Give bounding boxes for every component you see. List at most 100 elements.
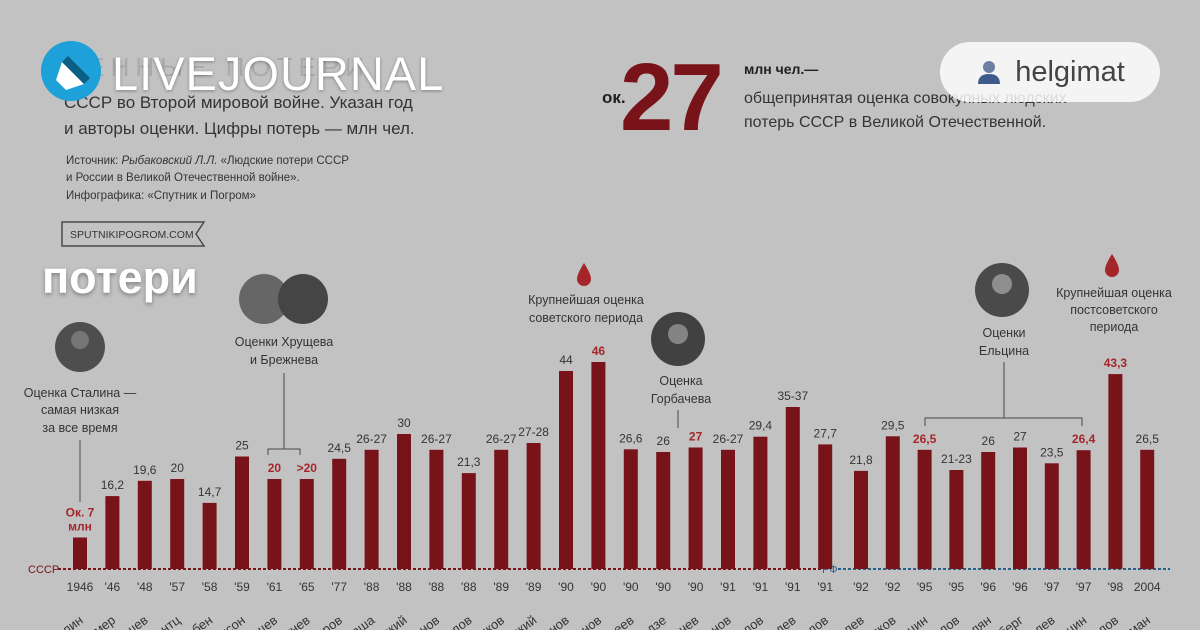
data-label: 21-23 xyxy=(941,452,972,466)
data-label: 29,4 xyxy=(749,419,773,433)
author-label: жнев xyxy=(279,612,312,630)
bar xyxy=(105,496,120,569)
soviet-max-note-2: советского периода xyxy=(529,311,643,325)
data-label: 27,7 xyxy=(814,426,838,440)
yeltsin-portrait-face xyxy=(992,274,1012,294)
author-label: абен xyxy=(183,612,215,630)
author-label: олов xyxy=(734,612,766,630)
tick-label: '88 xyxy=(461,580,477,594)
yeltsin-note-2: Ельцина xyxy=(979,344,1029,358)
bar xyxy=(688,447,703,569)
author-label: ьцин xyxy=(898,612,930,630)
data-label: 26,4 xyxy=(1072,432,1096,446)
author-label: дев xyxy=(772,612,798,630)
tick-label: '91 xyxy=(817,580,833,594)
bar xyxy=(526,443,541,569)
data-label: 20 xyxy=(171,461,185,475)
data-label: 24,5 xyxy=(328,441,352,455)
author-label: ашев xyxy=(116,612,151,630)
soviet-max-note-1: Крупнейшая оценка xyxy=(528,293,644,307)
blood-drop-icon xyxy=(577,263,591,286)
bar xyxy=(981,452,996,569)
tick-label: '90 xyxy=(688,580,704,594)
bar xyxy=(137,480,152,569)
author-label: кман xyxy=(1121,612,1153,630)
data-label: 21,8 xyxy=(849,453,873,467)
gorbachev-portrait-face xyxy=(668,324,688,344)
bar xyxy=(364,449,379,570)
tick-label: '88 xyxy=(364,580,380,594)
author-label: берг xyxy=(995,612,1025,630)
stalin-portrait-face xyxy=(71,331,89,349)
tick-label: '96 xyxy=(1012,580,1028,594)
bar xyxy=(1076,450,1091,569)
tick-label: '96 xyxy=(980,580,996,594)
big-prefix: ок. xyxy=(602,88,626,107)
author-label: алев xyxy=(835,612,867,630)
bar xyxy=(1108,374,1123,569)
data-label: 23,5 xyxy=(1040,445,1064,459)
site-name[interactable]: LIVEJOURNAL xyxy=(112,47,445,100)
bar xyxy=(623,449,638,569)
author-label: адзе xyxy=(638,612,669,630)
bar xyxy=(818,444,833,569)
stalin-note-1: Оценка Сталина — xyxy=(24,386,137,400)
bar xyxy=(1140,449,1155,570)
data-label: 26,6 xyxy=(619,431,643,445)
tick-label: '88 xyxy=(396,580,412,594)
user-icon xyxy=(978,61,1001,84)
data-label: 27-28 xyxy=(518,425,549,439)
annotation-gorbachev: Оценка Горбачева xyxy=(651,312,711,428)
data-label: 46 xyxy=(592,344,606,358)
khrushchev-note-2: и Брежнева xyxy=(250,353,318,367)
author-label: ский xyxy=(379,612,409,630)
livejournal-pencil-icon[interactable] xyxy=(40,40,102,102)
bar xyxy=(591,362,606,569)
author-label: ьцин xyxy=(1057,612,1089,630)
bar xyxy=(885,436,900,570)
subtitle-line-2: и авторы оценки. Цифры потерь — млн чел. xyxy=(64,119,415,138)
tick-label: '95 xyxy=(917,580,933,594)
tick-label: '97 xyxy=(1044,580,1060,594)
data-label: >20 xyxy=(297,461,318,475)
author-label: бачев xyxy=(664,612,701,630)
data-label: 26 xyxy=(657,434,671,448)
author-label: ксон xyxy=(217,612,248,630)
bar xyxy=(170,479,185,569)
tick-label: '90 xyxy=(655,580,671,594)
tick-label: '92 xyxy=(853,580,869,594)
ussr-axis-label: СССР xyxy=(28,564,59,576)
big-desc-line-2: потерь СССР в Великой Отечественной. xyxy=(744,114,1046,131)
author-label: яков xyxy=(868,612,899,630)
author-label: анов xyxy=(572,612,604,630)
bar xyxy=(494,449,509,570)
tick-label: '91 xyxy=(753,580,769,594)
bar xyxy=(299,479,314,569)
data-label: 26-27 xyxy=(713,432,744,446)
yeltsin-note-1: Оценки xyxy=(982,326,1025,340)
infographic-title: ЦЕННЫЕ ПОТЕРИ xyxy=(62,52,370,82)
user-badge[interactable]: helgimat xyxy=(940,42,1160,102)
tick-label: '65 xyxy=(299,580,315,594)
data-label: 19,6 xyxy=(133,463,157,477)
data-label: Ок. 7 xyxy=(66,506,95,520)
author-label: олов xyxy=(799,612,831,630)
author-label: олов xyxy=(930,612,962,630)
credit-line: Инфографика: «Спутник и Погром» xyxy=(66,190,256,202)
tick-label: '77 xyxy=(331,580,347,594)
source-line-1: Источник: Рыбаковский Л.Л. «Людские поте… xyxy=(66,155,349,167)
tick-label: '59 xyxy=(234,580,250,594)
tick-label: '46 xyxy=(105,580,121,594)
post-tag[interactable]: потери xyxy=(42,252,198,303)
tick-label: '90 xyxy=(591,580,607,594)
annotation-stalin: Оценка Сталина — самая низкая за все вре… xyxy=(24,322,137,502)
bar xyxy=(235,456,249,569)
tick-label: '61 xyxy=(267,580,283,594)
author-label: онов xyxy=(410,612,442,630)
source-label: Источник: xyxy=(66,155,118,167)
stalin-note-3: за все время xyxy=(42,421,117,435)
bar xyxy=(332,458,347,570)
tick-label: 2004 xyxy=(1134,580,1161,594)
data-label: 20 xyxy=(268,461,282,475)
